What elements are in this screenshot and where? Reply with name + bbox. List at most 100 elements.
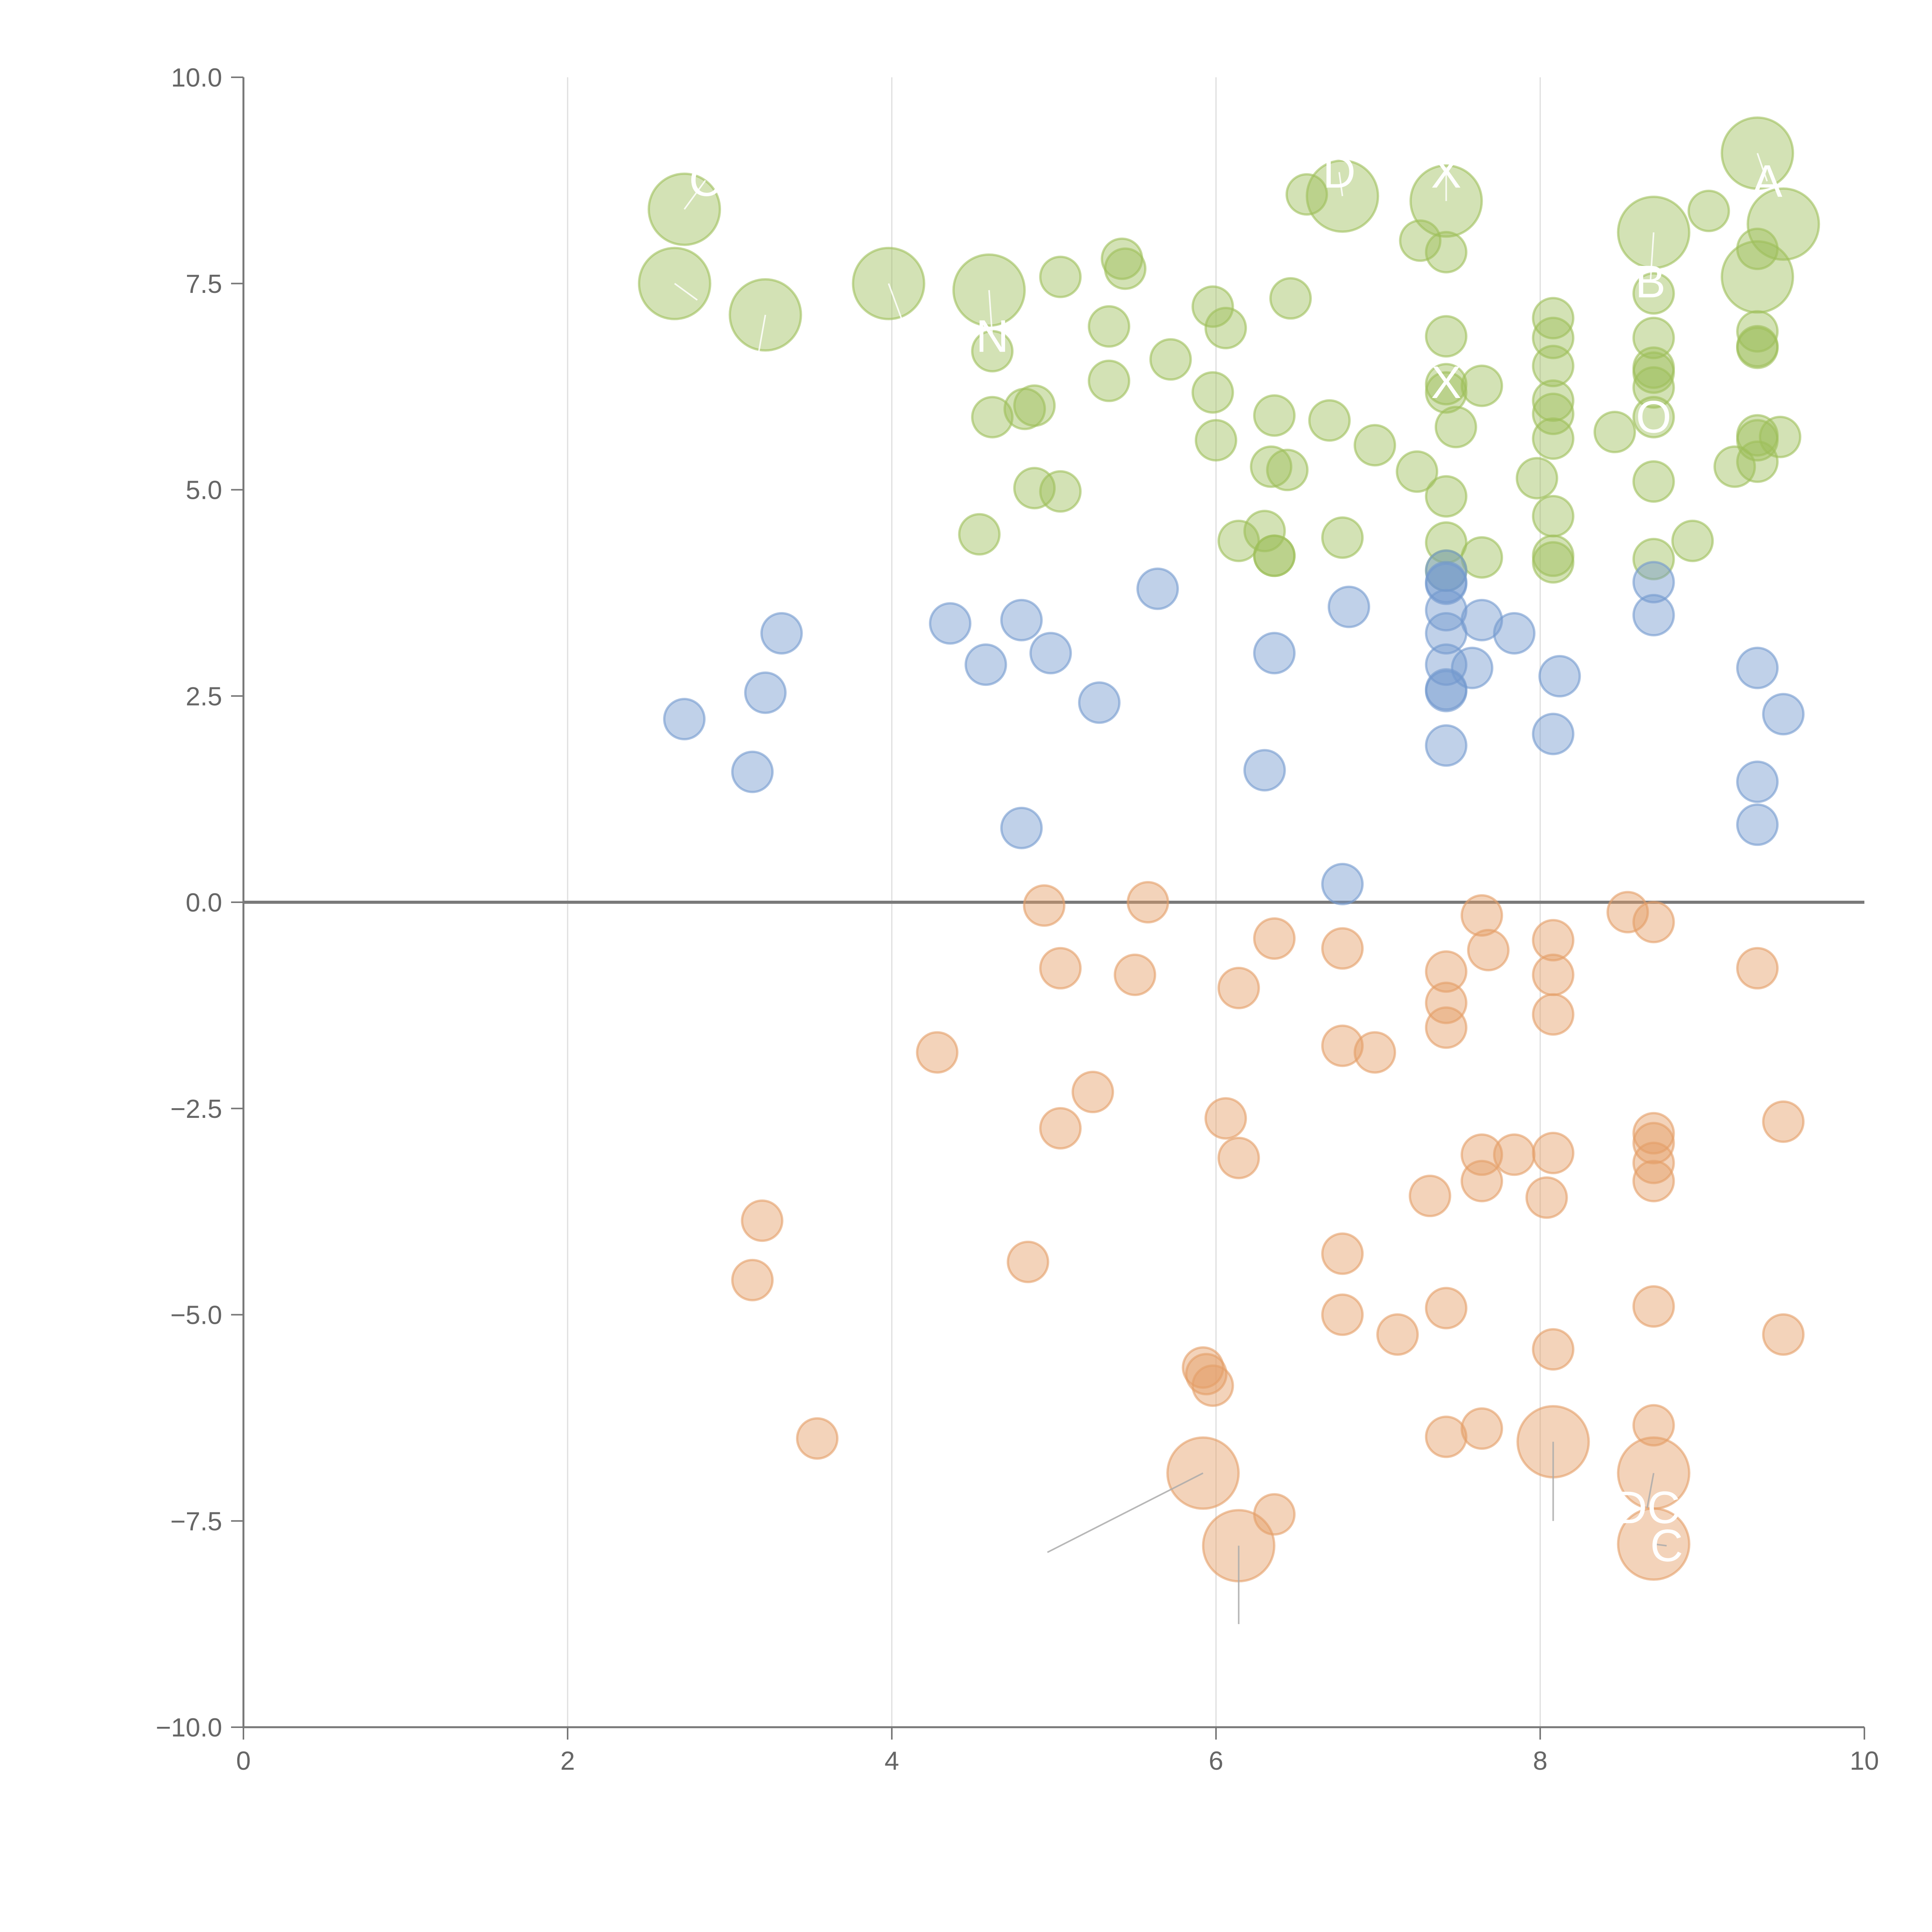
data-point-green xyxy=(1671,519,1714,562)
data-point-green xyxy=(1204,307,1247,350)
data-point-orange xyxy=(1532,919,1575,962)
data-point-orange xyxy=(1217,967,1260,1010)
data-point-orange xyxy=(1185,1353,1228,1396)
data-point-orange xyxy=(1253,917,1296,960)
data-point-blue xyxy=(1136,567,1179,610)
data-point-orange xyxy=(1762,1100,1805,1143)
data-point-blue xyxy=(1321,863,1364,906)
data-point-green xyxy=(1632,460,1675,503)
data-point-orange xyxy=(1425,1006,1468,1049)
annotation-label: B xyxy=(1635,256,1666,307)
data-point-orange xyxy=(1632,1141,1675,1184)
data-point-green xyxy=(1632,272,1675,315)
data-point-green xyxy=(958,513,1001,556)
annotation-label: D xyxy=(1323,147,1355,198)
data-point-orange xyxy=(1460,894,1503,937)
data-point-green xyxy=(1593,411,1636,454)
data-point-blue xyxy=(1632,561,1675,604)
annotation-label: X xyxy=(1431,147,1461,198)
annotation-leader-line xyxy=(1338,172,1344,196)
data-point-orange xyxy=(1321,1024,1364,1067)
y-tick-label: 5.0 xyxy=(185,476,222,505)
data-point-orange xyxy=(916,1031,959,1074)
data-point-orange xyxy=(1376,1313,1419,1356)
data-point-green xyxy=(1532,345,1575,388)
data-point-orange xyxy=(1007,1240,1049,1283)
data-point-orange xyxy=(1023,884,1066,927)
data-point-blue xyxy=(731,750,774,793)
data-point-orange xyxy=(1204,1097,1247,1140)
data-point-green xyxy=(1632,351,1675,394)
data-point-orange xyxy=(1425,1287,1468,1330)
annotation-label: X xyxy=(1431,357,1461,408)
data-point-orange xyxy=(1532,1328,1575,1371)
data-point-green xyxy=(971,396,1014,439)
data-point-orange xyxy=(1632,1112,1675,1155)
data-point-orange xyxy=(1425,981,1468,1024)
data-point-orange xyxy=(1532,1132,1575,1175)
annotation-label: A xyxy=(1752,156,1782,207)
data-point-blue xyxy=(1538,655,1581,698)
annotation-label: C xyxy=(689,155,722,206)
data-point-orange xyxy=(1126,881,1169,923)
data-point-orange xyxy=(1217,1136,1260,1179)
annotation-label: O xyxy=(1636,392,1672,443)
data-point-green xyxy=(1515,457,1558,500)
data-point-orange xyxy=(1321,927,1364,970)
data-point-blue xyxy=(1451,646,1493,689)
data-point-green xyxy=(1104,247,1147,290)
data-point-green xyxy=(1632,396,1675,439)
data-point-green xyxy=(1434,406,1477,449)
data-point-blue xyxy=(1532,713,1575,755)
annotation-label: DC xyxy=(1614,1482,1680,1533)
data-point-green xyxy=(1039,255,1082,298)
data-point-green xyxy=(1243,510,1286,553)
data-point-blue xyxy=(1253,632,1296,675)
data-point-green xyxy=(1250,445,1293,488)
annotation-label: N xyxy=(976,311,1009,362)
data-point-blue xyxy=(1029,632,1072,675)
axes: −10.0 −7.5 −5.0 −2.5 0.0 2.5 5.0 7.5 10.0 0 2 4 6 8 10 xyxy=(156,63,1879,1776)
y-tick-label: −10.0 xyxy=(156,1713,222,1742)
annotation-leader-line xyxy=(1757,153,1768,182)
data-point-green xyxy=(1308,399,1351,442)
data-point-blue xyxy=(1000,806,1043,849)
data-point-orange xyxy=(1606,891,1649,934)
data-point-orange xyxy=(796,1417,839,1460)
data-point-blue xyxy=(1425,589,1468,632)
data-point-orange xyxy=(1114,953,1156,996)
annotation-leader-line xyxy=(888,283,909,337)
data-point-orange xyxy=(1408,1175,1451,1218)
data-point-green xyxy=(1195,419,1237,462)
y-tick-label: 10.0 xyxy=(171,63,222,92)
data-point-green xyxy=(1425,231,1468,274)
data-point-orange xyxy=(1253,1493,1296,1536)
data-point-orange xyxy=(1321,1232,1364,1275)
data-point-blue xyxy=(663,698,706,741)
data-point-green xyxy=(1713,445,1756,488)
data-point-blue xyxy=(1327,585,1370,628)
y-tick-label: −2.5 xyxy=(170,1094,222,1124)
data-point-orange xyxy=(1525,1176,1568,1219)
annotation-label: D xyxy=(891,311,924,362)
data-points xyxy=(638,116,1820,1583)
data-point-green xyxy=(1687,189,1730,232)
data-point-green xyxy=(1532,379,1575,422)
data-point-green xyxy=(1532,417,1575,460)
data-point-green xyxy=(1266,449,1309,492)
data-point-green xyxy=(1460,364,1503,407)
annotation-leader-line xyxy=(1650,232,1655,282)
data-point-blue xyxy=(1762,693,1805,736)
data-point-orange xyxy=(1467,929,1510,971)
data-point-green xyxy=(1013,384,1056,427)
data-point-green xyxy=(1425,475,1468,518)
data-point-orange xyxy=(1191,1364,1234,1407)
annotation-label: C xyxy=(1650,1520,1683,1571)
data-point-blue xyxy=(744,671,787,714)
data-point-blue xyxy=(964,643,1007,686)
annotation-leader-line xyxy=(684,180,706,210)
data-point-green xyxy=(1149,338,1192,381)
data-point-orange xyxy=(1425,1415,1468,1458)
data-point-blue xyxy=(1493,612,1536,655)
data-point-green xyxy=(1721,240,1794,314)
